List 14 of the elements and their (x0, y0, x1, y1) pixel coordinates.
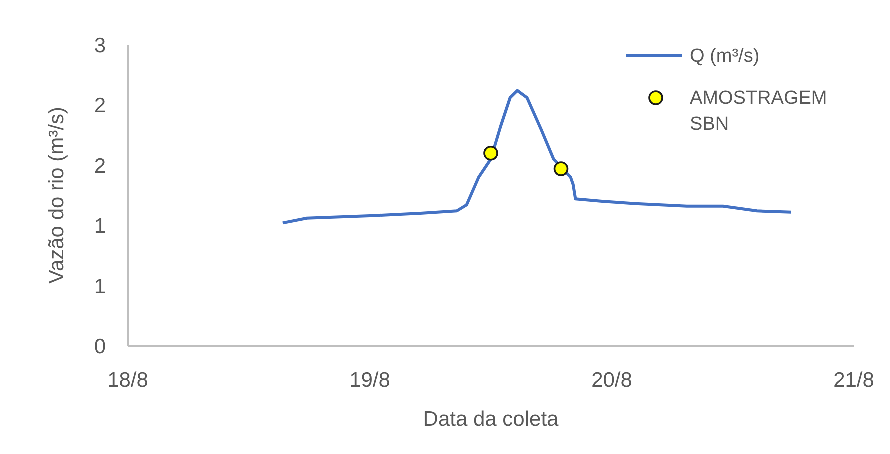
y-tick-label: 2 (94, 94, 106, 118)
x-axis-title: Data da coleta (423, 408, 560, 431)
y-tick-label: 2 (94, 154, 106, 178)
x-tick-label: 21/8 (834, 368, 874, 392)
x-tick-label: 18/8 (108, 368, 148, 392)
y-tick-label: 1 (94, 275, 106, 298)
x-tick-label: 20/8 (592, 368, 632, 392)
y-tick-label: 0 (94, 335, 106, 358)
y-tick-label: 1 (94, 215, 106, 238)
legend-label: AMOSTRAGEM SBN (690, 87, 828, 137)
legend-label: Q (m³/s) (690, 45, 761, 69)
x-tick-label: 19/8 (350, 368, 390, 392)
y-tick-label: 3 (94, 34, 106, 58)
y-axis-title: Vazão do rio (m³/s) (45, 107, 68, 284)
